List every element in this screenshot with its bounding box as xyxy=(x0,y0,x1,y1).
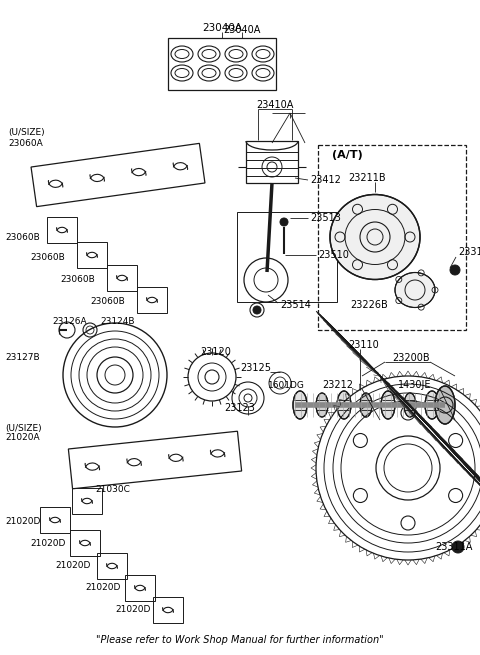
Ellipse shape xyxy=(395,272,435,307)
Ellipse shape xyxy=(229,50,243,58)
Ellipse shape xyxy=(175,50,189,58)
Bar xyxy=(246,141,298,183)
Circle shape xyxy=(452,541,464,553)
Bar xyxy=(137,287,167,313)
Bar xyxy=(40,507,70,533)
Ellipse shape xyxy=(252,46,274,62)
Ellipse shape xyxy=(360,393,372,417)
Ellipse shape xyxy=(293,391,307,419)
Text: 1601DG: 1601DG xyxy=(268,381,305,390)
Ellipse shape xyxy=(381,391,395,419)
Text: 23120: 23120 xyxy=(200,347,231,357)
Text: 23040A: 23040A xyxy=(202,23,242,33)
Ellipse shape xyxy=(316,393,328,417)
Ellipse shape xyxy=(435,386,455,424)
Bar xyxy=(237,212,337,302)
Ellipse shape xyxy=(256,50,270,58)
Text: 21020D: 21020D xyxy=(5,517,40,527)
Text: (A/T): (A/T) xyxy=(332,150,363,160)
Ellipse shape xyxy=(175,69,189,77)
Text: 23040A: 23040A xyxy=(223,25,261,35)
Ellipse shape xyxy=(198,65,220,81)
Text: 21020D: 21020D xyxy=(85,584,120,593)
Ellipse shape xyxy=(252,65,274,81)
Text: 23211B: 23211B xyxy=(348,173,385,183)
Bar xyxy=(72,488,102,514)
Text: 23514: 23514 xyxy=(280,300,311,310)
Text: 21030C: 21030C xyxy=(95,485,130,495)
Bar xyxy=(77,242,107,268)
Ellipse shape xyxy=(225,46,247,62)
Text: (U/SIZE): (U/SIZE) xyxy=(8,128,45,138)
Circle shape xyxy=(450,265,460,275)
Ellipse shape xyxy=(256,69,270,77)
Ellipse shape xyxy=(171,65,193,81)
Text: 23125: 23125 xyxy=(240,363,271,373)
Text: 23412: 23412 xyxy=(310,175,341,185)
Bar xyxy=(153,597,183,623)
Text: 23060A: 23060A xyxy=(8,138,43,147)
Text: 23513: 23513 xyxy=(310,213,341,223)
Ellipse shape xyxy=(425,391,439,419)
Bar xyxy=(97,553,127,579)
Text: 23060B: 23060B xyxy=(30,253,65,263)
Text: 23510: 23510 xyxy=(318,250,349,260)
Ellipse shape xyxy=(330,195,420,280)
Text: 21020D: 21020D xyxy=(115,605,150,614)
Bar xyxy=(70,530,100,556)
Text: 23200B: 23200B xyxy=(392,353,430,363)
Text: 23110: 23110 xyxy=(348,340,379,350)
Text: 1430JE: 1430JE xyxy=(398,380,432,390)
Text: 23060B: 23060B xyxy=(60,276,95,284)
Circle shape xyxy=(253,306,261,314)
Text: 23212: 23212 xyxy=(322,380,353,390)
Bar xyxy=(318,145,466,330)
Ellipse shape xyxy=(229,69,243,77)
Text: 23311B: 23311B xyxy=(458,247,480,257)
Bar xyxy=(107,265,137,291)
Ellipse shape xyxy=(404,393,416,417)
Text: "Please refer to Work Shop Manual for further information": "Please refer to Work Shop Manual for fu… xyxy=(96,635,384,645)
Ellipse shape xyxy=(198,46,220,62)
Text: 23126A: 23126A xyxy=(52,318,86,326)
Bar xyxy=(47,217,77,243)
Ellipse shape xyxy=(202,50,216,58)
Ellipse shape xyxy=(202,69,216,77)
Text: 21020D: 21020D xyxy=(30,538,65,548)
Text: (U/SIZE): (U/SIZE) xyxy=(5,424,42,432)
Text: 23060B: 23060B xyxy=(5,233,40,242)
Ellipse shape xyxy=(171,46,193,62)
Text: 23060B: 23060B xyxy=(90,297,125,307)
Text: 21020A: 21020A xyxy=(5,434,40,443)
Circle shape xyxy=(280,218,288,226)
Text: 21020D: 21020D xyxy=(55,561,90,569)
Text: 23124B: 23124B xyxy=(100,318,134,326)
Bar xyxy=(168,38,276,90)
Bar xyxy=(125,575,155,601)
Text: 23127B: 23127B xyxy=(5,352,40,362)
Ellipse shape xyxy=(337,391,351,419)
Text: 23410A: 23410A xyxy=(256,100,294,110)
Text: 23123: 23123 xyxy=(224,403,255,413)
Ellipse shape xyxy=(225,65,247,81)
Text: 23226B: 23226B xyxy=(350,300,388,310)
Text: 23311A: 23311A xyxy=(435,542,472,552)
